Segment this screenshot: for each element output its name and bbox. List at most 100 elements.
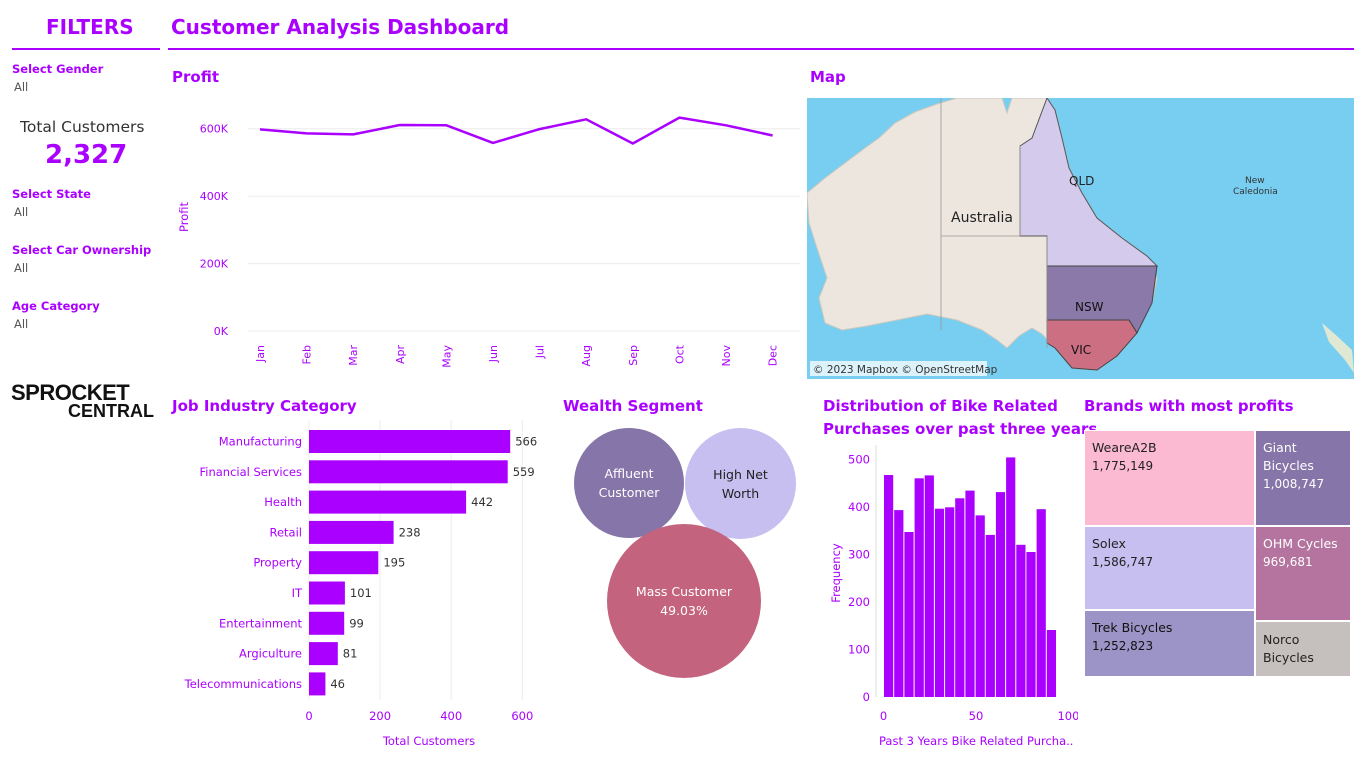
profit-x-tick-label: Sep: [627, 345, 640, 366]
job-bar: [309, 460, 508, 484]
distribution-chart: 0 100 200 300 400 500 Frequency 0 50 100 Past 3 Ye…: [829, 445, 1078, 748]
total-customers-value: 2,327: [45, 140, 128, 170]
brand-value: 1,586,747: [1092, 555, 1154, 569]
map-credit-bg: [810, 361, 987, 376]
job-bar-value-label: 566: [515, 435, 537, 449]
dist-y-tick-label: 500: [848, 452, 870, 466]
mass-customer-bubble[interactable]: Mass Customer 49.03%: [607, 524, 761, 678]
logo-line2: CENTRAL: [68, 401, 154, 421]
wealth-segment-title: Wealth Segment: [563, 397, 703, 415]
vic-label: VIC: [1071, 343, 1091, 357]
profit-x-tick-label: Mar: [347, 345, 360, 366]
dist-y-tick-label: 200: [848, 595, 870, 609]
brand-name: OHM Cycles: [1263, 536, 1338, 551]
brand-value: 1,008,747: [1263, 477, 1325, 491]
australia-label: Australia: [951, 210, 1013, 226]
brand-tile-giant-bicycles[interactable]: Giant Bicycles 1,008,747: [1255, 430, 1351, 526]
job-bar-value-label: 559: [513, 465, 535, 479]
job-bar-value-label: 101: [350, 586, 372, 600]
new-caledonia-label-line1: New: [1245, 176, 1265, 186]
profit-x-tick-label: Jul: [534, 345, 547, 359]
gender-filter-label: Select Gender: [12, 62, 104, 76]
job-category-label: Retail: [270, 525, 303, 539]
brand-value: 969,681: [1263, 555, 1313, 569]
profit-y-tick-label: 200K: [200, 258, 229, 271]
job-x-tick-label: 600: [511, 709, 533, 723]
brand-name-line2: Bicycles: [1263, 458, 1314, 473]
distribution-title-line1: Distribution of Bike Related: [823, 397, 1058, 415]
job-x-tick-label: 200: [369, 709, 391, 723]
profit-x-tick-label: Jun: [487, 345, 500, 363]
dist-bar: [1006, 457, 1016, 697]
high-net-label-line2: Worth: [721, 485, 760, 501]
job-x-tick-label: 0: [305, 709, 312, 723]
dist-bar: [924, 475, 934, 697]
dist-x-tick-label: 100: [1057, 709, 1078, 723]
brand-tile-wearea2b[interactable]: WeareA2B 1,775,149: [1084, 430, 1255, 526]
dist-bar: [884, 475, 894, 697]
map-view[interactable]: Australia QLD NSW VIC New Caledonia © 20…: [807, 98, 1354, 379]
brand-tile-ohm-cycles[interactable]: OHM Cycles 969,681: [1255, 526, 1351, 621]
job-category-label: Entertainment: [219, 616, 302, 630]
dist-bar: [904, 532, 914, 697]
dist-bar: [985, 534, 995, 697]
brand-tile-norco-bicycles[interactable]: Norco Bicycles: [1255, 621, 1351, 677]
state-filter-value[interactable]: All: [14, 205, 29, 219]
job-category-label: Argiculture: [239, 647, 302, 661]
total-customers-label: Total Customers: [20, 118, 145, 136]
affluent-customer-bubble[interactable]: Affluent Customer: [574, 428, 684, 538]
profit-x-tick-label: Oct: [673, 344, 686, 364]
brand-value: 1,775,149: [1092, 459, 1154, 473]
job-bar: [309, 642, 338, 666]
job-bar-value-label: 99: [349, 616, 364, 630]
profit-x-tick-label: Nov: [720, 345, 733, 367]
affluent-label-line1: Affluent: [604, 466, 654, 481]
dist-bar: [1036, 509, 1046, 697]
car-filter-label: Select Car Ownership: [12, 243, 152, 257]
brand-value: 1,252,823: [1092, 639, 1154, 653]
brand-tile-solex[interactable]: Solex 1,586,747: [1084, 526, 1255, 610]
job-category-label: Telecommunications: [184, 677, 302, 691]
distribution-title-line2: Purchases over past three years: [823, 420, 1098, 438]
dist-bar: [1046, 630, 1056, 697]
dashboard-title: Customer Analysis Dashboard: [171, 15, 510, 39]
brand-name: Trek Bicycles: [1092, 620, 1173, 635]
affluent-label-line2: Customer: [598, 485, 660, 500]
high-net-worth-bubble[interactable]: High Net Worth: [685, 428, 796, 539]
profit-x-tick-label: Apr: [394, 345, 407, 365]
dist-bar: [934, 508, 945, 697]
job-bar: [309, 551, 379, 575]
brand-name-line1: Giant: [1263, 440, 1297, 455]
dist-y-axis-label: Frequency: [829, 543, 843, 603]
gender-filter-value[interactable]: All: [14, 80, 29, 94]
job-x-tick-label: 400: [440, 709, 462, 723]
brands-title: Brands with most profits: [1084, 397, 1294, 415]
job-bar-value-label: 46: [330, 677, 345, 691]
profit-chart: 0K 200K 400K 600K Profit Jan Feb Mar Apr May Jun Ju…: [177, 116, 800, 368]
mass-customer-pct: 49.03%: [660, 603, 708, 618]
job-bar: [309, 672, 326, 696]
dist-bar: [1016, 544, 1026, 697]
job-bar-value-label: 442: [471, 495, 493, 509]
job-bar-value-label: 81: [343, 647, 358, 661]
profit-series-line: [259, 116, 773, 145]
job-category-label: Financial Services: [199, 465, 302, 479]
job-category-label: Property: [253, 556, 302, 570]
mass-customer-label: Mass Customer: [635, 584, 733, 599]
car-filter-value[interactable]: All: [14, 261, 29, 275]
dist-y-tick-label: 0: [863, 690, 870, 704]
job-bar-value-label: 195: [383, 556, 405, 570]
job-x-axis-label: Total Customers: [382, 734, 475, 748]
job-industry-title: Job Industry Category: [172, 397, 357, 415]
profit-y-tick-label: 0K: [214, 325, 229, 338]
new-caledonia-island: [1322, 323, 1354, 373]
job-bar: [309, 430, 511, 453]
brand-name: Solex: [1092, 536, 1126, 551]
brand-tile-trek-bicycles[interactable]: Trek Bicycles 1,252,823: [1084, 610, 1255, 677]
map-credit: © 2023 Mapbox © OpenStreetMap: [813, 364, 998, 376]
job-bar: [309, 581, 345, 605]
profit-x-tick-label: Dec: [767, 345, 780, 366]
dist-bar: [995, 492, 1006, 697]
profit-y-tick-label: 400K: [200, 190, 229, 203]
age-filter-value[interactable]: All: [14, 317, 29, 331]
